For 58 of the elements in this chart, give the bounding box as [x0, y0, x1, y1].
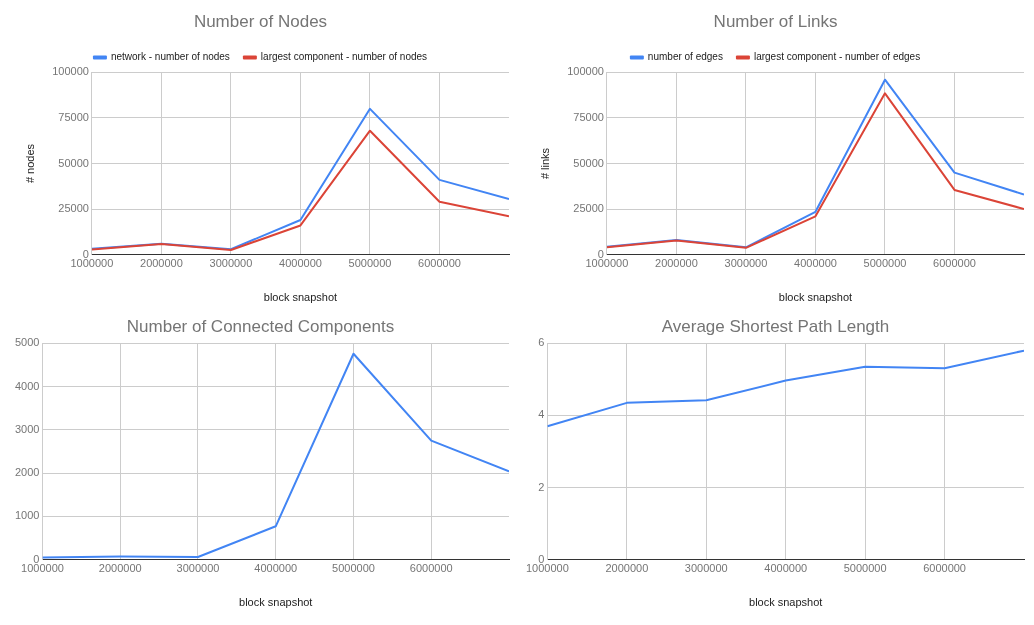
legend-label: largest component - number of edges: [753, 51, 921, 63]
legend-label: number of edges: [647, 51, 723, 63]
x-axis-title: block snapshot: [263, 291, 338, 304]
y-tick-label: 0: [82, 247, 89, 260]
x-tick-label: 5000000: [348, 257, 392, 270]
y-tick-label: 2: [538, 480, 545, 493]
y-tick-label: 3000: [14, 422, 40, 435]
y-tick-label: 100000: [52, 65, 89, 78]
x-tick-label: 5000000: [863, 257, 907, 270]
x-tick-label: 4000000: [254, 562, 298, 575]
x-tick-label: 6000000: [923, 562, 966, 575]
x-axis-title: block snapshot: [239, 596, 313, 609]
x-tick-label: 1000000: [21, 562, 64, 575]
chart-title: Average Shortest Path Length: [661, 316, 890, 336]
chart-title: Number of Nodes: [193, 11, 328, 31]
x-tick-label: 3000000: [176, 562, 220, 575]
x-tick-label: 6000000: [933, 257, 976, 270]
x-tick-label: 3000000: [684, 562, 728, 575]
x-tick-label: 2000000: [98, 562, 142, 575]
y-axis-title: # links: [538, 147, 551, 180]
legend-label: network - number of nodes: [110, 51, 230, 63]
x-tick-label: 1000000: [70, 257, 114, 270]
x-tick-label: 2000000: [655, 257, 698, 270]
chart-title: Number of Links: [713, 11, 838, 31]
x-tick-label: 5000000: [843, 562, 887, 575]
x-tick-label: 6000000: [409, 562, 453, 575]
y-tick-label: 50000: [573, 156, 604, 169]
x-tick-label: 1000000: [526, 562, 569, 575]
y-tick-label: 0: [33, 552, 40, 565]
y-tick-label: 6: [538, 336, 545, 349]
x-tick-label: 3000000: [209, 257, 253, 270]
y-tick-label: 25000: [58, 202, 89, 215]
x-tick-label: 2000000: [140, 257, 183, 270]
y-tick-label: 0: [538, 552, 545, 565]
y-axis-title: # nodes: [23, 143, 36, 184]
y-tick-label: 75000: [58, 110, 89, 123]
y-tick-label: 0: [597, 247, 604, 260]
y-tick-label: 25000: [573, 202, 604, 215]
chart-title: Number of Connected Components: [126, 316, 395, 336]
y-tick-label: 4000: [14, 379, 40, 392]
y-tick-label: 50000: [58, 156, 89, 169]
x-tick-label: 5000000: [332, 562, 375, 575]
x-tick-label: 1000000: [585, 257, 629, 270]
x-axis-title: block snapshot: [778, 291, 853, 304]
x-tick-label: 3000000: [724, 257, 768, 270]
x-axis-title: block snapshot: [749, 596, 823, 609]
y-tick-label: 4: [538, 408, 545, 421]
legend-label: largest component - number of nodes: [260, 51, 428, 63]
x-tick-label: 6000000: [418, 257, 461, 270]
y-tick-label: 75000: [573, 110, 604, 123]
x-tick-label: 2000000: [605, 562, 649, 575]
y-tick-label: 100000: [567, 65, 604, 78]
x-tick-label: 4000000: [764, 562, 808, 575]
y-tick-label: 2000: [14, 466, 40, 479]
y-tick-label: 1000: [14, 509, 40, 522]
y-tick-label: 5000: [14, 336, 40, 349]
x-tick-label: 4000000: [279, 257, 322, 270]
x-tick-label: 4000000: [794, 257, 837, 270]
